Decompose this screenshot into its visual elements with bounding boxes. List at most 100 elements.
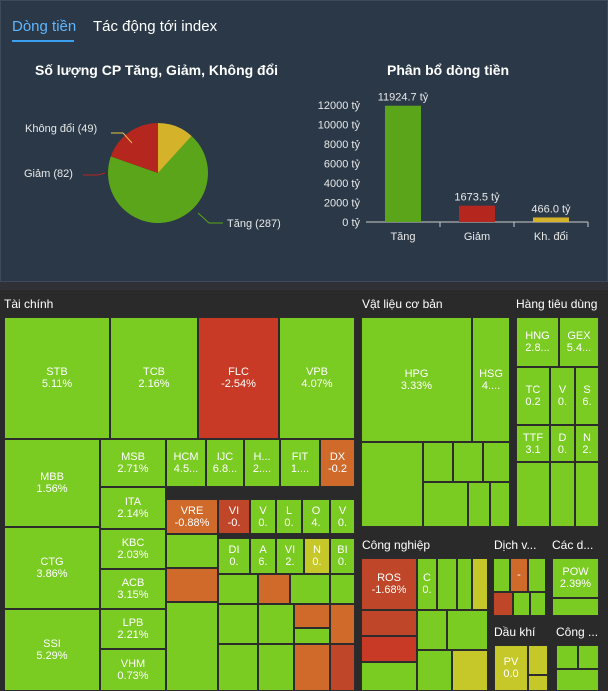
tile-small[interactable] <box>578 645 599 669</box>
tile-small[interactable] <box>330 644 355 691</box>
sector-vat-lieu-co-ban[interactable]: Vật liệu cơ bản <box>362 297 443 311</box>
tile-VPB[interactable]: VPB 4.07% <box>279 317 355 439</box>
tile-small[interactable] <box>516 462 550 527</box>
tile-SSI[interactable]: SSI 5.29% <box>4 609 100 691</box>
tile-small[interactable] <box>556 669 599 691</box>
pie-slice-flat[interactable] <box>158 123 192 173</box>
tile-small[interactable] <box>483 442 510 482</box>
tile-small[interactable] <box>218 644 258 691</box>
tile-small[interactable] <box>468 482 490 527</box>
tile-small[interactable] <box>453 442 483 482</box>
tile-MSB[interactable]: MSB 2.71% <box>100 439 166 487</box>
tile-A-1[interactable]: A 6. <box>250 538 276 574</box>
sector-dich-vu[interactable]: Dịch v... <box>494 538 537 552</box>
tile-small[interactable] <box>437 558 457 610</box>
tile-O-1[interactable]: O 4. <box>302 499 330 534</box>
tile-FLC[interactable]: FLC -2.54% <box>198 317 279 439</box>
tile-small[interactable] <box>528 675 548 691</box>
tile-HNG[interactable]: HNG 2.8... <box>516 317 559 367</box>
sector-tai-chinh[interactable]: Tài chính <box>4 297 54 311</box>
tile-small[interactable] <box>166 602 218 691</box>
pie-slice-up[interactable] <box>108 135 208 223</box>
tile-small[interactable] <box>417 610 447 650</box>
tile-small[interactable] <box>258 644 294 691</box>
tile-small[interactable] <box>361 662 417 691</box>
tile-LPB[interactable]: LPB 2.21% <box>100 609 166 649</box>
bar-2[interactable] <box>533 217 569 222</box>
tile-small[interactable] <box>294 628 330 644</box>
tile-HPG[interactable]: HPG 3.33% <box>361 317 472 442</box>
bar-0[interactable] <box>385 105 421 222</box>
sector-cac-d[interactable]: Các d... <box>552 538 594 552</box>
tile-VI-1[interactable]: VI -0. <box>218 499 250 534</box>
tile-small[interactable] <box>472 558 488 610</box>
tile-small[interactable] <box>361 610 417 636</box>
tile-small[interactable] <box>552 598 599 616</box>
tile-TC[interactable]: TC 0.2 <box>516 367 550 425</box>
tile-small[interactable] <box>258 604 294 644</box>
tile-VI-2[interactable]: VI 2. <box>276 538 304 574</box>
tile-C-1[interactable]: C 0. <box>417 558 437 610</box>
tile-BI[interactable]: BI 0. <box>330 538 355 574</box>
tile-dich-vu-1[interactable]: - <box>510 558 528 592</box>
tile-N-2[interactable]: N 2. <box>575 425 599 462</box>
tile-GEX[interactable]: GEX 5.4... <box>559 317 599 367</box>
tile-small[interactable] <box>294 644 330 691</box>
tile-VRE[interactable]: VRE -0.88% <box>166 499 218 534</box>
sector-cong-nghe[interactable]: Công ... <box>556 625 599 639</box>
tab-tac-dong-index[interactable]: Tác động tới index <box>93 18 218 35</box>
tile-TTF[interactable]: TTF 3.1 <box>516 425 550 462</box>
tile-unlabeled[interactable] <box>166 534 218 568</box>
tile-ROS[interactable]: ROS -1.68% <box>361 558 417 610</box>
tile-TCB[interactable]: TCB 2.16% <box>110 317 198 439</box>
tile-small[interactable] <box>294 604 330 628</box>
tile-small[interactable] <box>513 592 530 616</box>
tile-V-2[interactable]: V 0. <box>330 499 355 534</box>
tile-small[interactable] <box>493 558 510 592</box>
tile-small[interactable] <box>218 604 258 644</box>
tile-MBB[interactable]: MBB 1.56% <box>4 439 100 527</box>
sector-cong-nghiep[interactable]: Công nghiệp <box>362 538 431 552</box>
tile-V-1[interactable]: V 0. <box>250 499 276 534</box>
tab-dong-tien[interactable]: Dòng tiền <box>12 18 77 35</box>
tile-small[interactable] <box>457 558 472 610</box>
tile-small[interactable] <box>290 574 330 604</box>
tile-KBC[interactable]: KBC 2.03% <box>100 529 166 569</box>
tile-small[interactable] <box>528 558 546 592</box>
tile-HCM[interactable]: HCM 4.5... <box>166 439 206 487</box>
tile-small[interactable] <box>218 574 258 604</box>
tile-ITA[interactable]: ITA 2.14% <box>100 487 166 529</box>
tile-STB[interactable]: STB 5.11% <box>4 317 110 439</box>
tile-small[interactable] <box>423 482 468 527</box>
tile-small[interactable] <box>423 442 453 482</box>
tile-small[interactable] <box>330 574 355 604</box>
tile-small[interactable] <box>556 645 578 669</box>
tile-small[interactable] <box>361 636 417 662</box>
tile-small[interactable] <box>330 604 355 644</box>
tile-small[interactable] <box>361 442 423 527</box>
tile-V-3[interactable]: V 0. <box>550 367 575 425</box>
tile-FIT[interactable]: FIT 1.... <box>280 439 320 487</box>
tile-S-1[interactable]: S 6. <box>575 367 599 425</box>
tile-small[interactable] <box>258 574 290 604</box>
tile-small[interactable] <box>575 462 599 527</box>
tile-CTG[interactable]: CTG 3.86% <box>4 527 100 609</box>
tile-POW[interactable]: POW 2.39% <box>552 558 599 598</box>
sector-hang-tieu-dung[interactable]: Hàng tiêu dùng <box>516 297 598 311</box>
tile-small[interactable] <box>530 592 546 616</box>
tile-small[interactable] <box>166 568 218 602</box>
tile-ACB[interactable]: ACB 3.15% <box>100 569 166 609</box>
tile-HSG[interactable]: HSG 4.... <box>472 317 510 442</box>
tile-N-1[interactable]: N 0. <box>304 538 330 574</box>
tile-PV[interactable]: PV 0.0 <box>494 645 528 691</box>
tile-small[interactable] <box>528 645 548 675</box>
tile-small[interactable] <box>493 592 513 616</box>
tile-small[interactable] <box>447 610 488 650</box>
tile-small[interactable] <box>490 482 510 527</box>
tile-small[interactable] <box>417 650 452 691</box>
tile-DI[interactable]: DI 0. <box>218 538 250 574</box>
tile-L-1[interactable]: L 0. <box>276 499 302 534</box>
bar-1[interactable] <box>459 205 495 222</box>
tile-IJC[interactable]: IJC 6.8... <box>206 439 244 487</box>
tile-H[interactable]: H... 2.... <box>244 439 280 487</box>
